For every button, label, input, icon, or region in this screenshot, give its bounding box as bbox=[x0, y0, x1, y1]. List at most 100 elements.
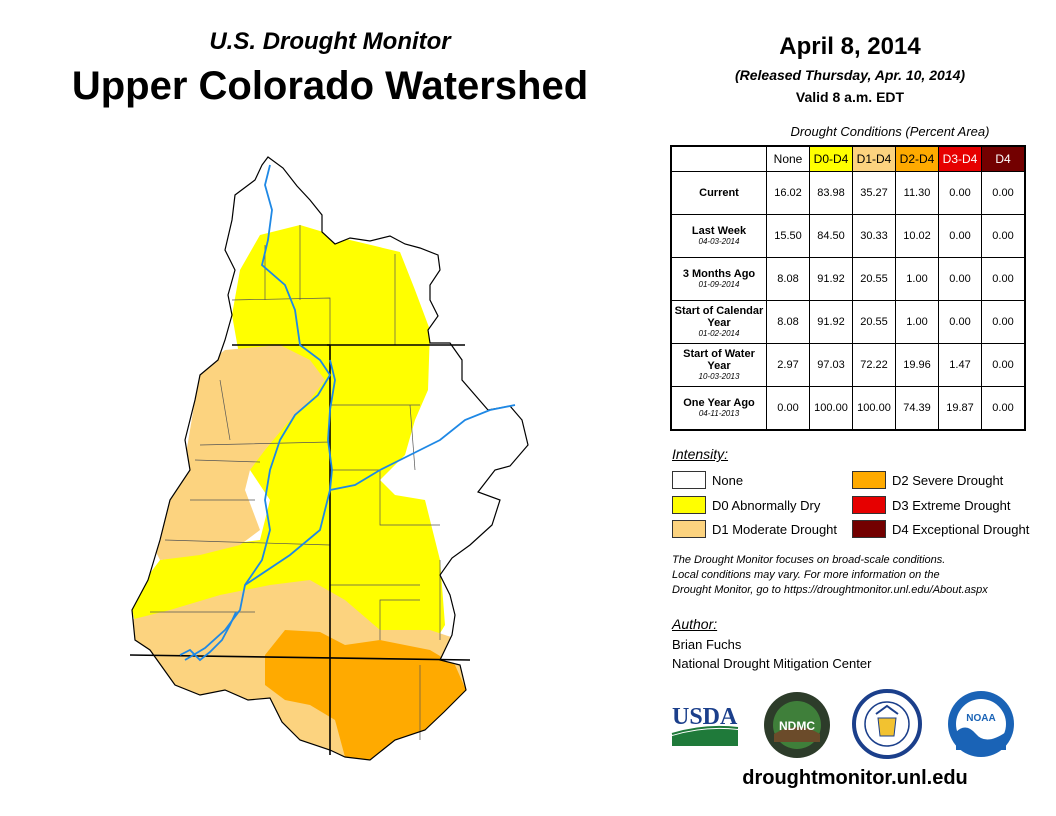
map-subtitle: U.S. Drought Monitor bbox=[209, 28, 451, 55]
legend-swatch bbox=[852, 471, 886, 489]
row-label-text: Last Week bbox=[691, 225, 747, 237]
table-cell: 20.55 bbox=[852, 257, 896, 301]
table-row: 3 Months Ago 01-09-2014 8.08 91.92 20.55 1.00… bbox=[670, 257, 1026, 301]
ndmc-logo-text: NDMC bbox=[779, 719, 815, 733]
row-date: 01-09-2014 bbox=[698, 280, 740, 289]
table-caption: Drought Conditions (Percent Area) bbox=[790, 124, 990, 139]
table-cell: 30.33 bbox=[852, 214, 896, 258]
table-cell: 1.00 bbox=[895, 257, 939, 301]
table-row: Last Week 04-03-2014 15.50 84.50 30.33 10.02 0… bbox=[670, 214, 1026, 258]
row-date: 01-02-2014 bbox=[698, 329, 740, 338]
notes: The Drought Monitor focuses on broad-sca… bbox=[672, 553, 1042, 598]
table-row: Start of Water Year 10-03-2013 2.97 97.03 72… bbox=[670, 343, 1026, 387]
header-blank bbox=[671, 146, 767, 172]
legend-title: Intensity: bbox=[672, 446, 729, 462]
table-header-row: None D0-D4 D1-D4 D2-D4 D3-D4 D4 bbox=[671, 145, 1026, 172]
col-header: D3-D4 bbox=[938, 145, 982, 172]
table-cell: 2.97 bbox=[766, 343, 810, 387]
table-cell: 8.08 bbox=[766, 300, 810, 344]
legend-swatch bbox=[672, 496, 706, 514]
table-cell: 0.00 bbox=[766, 386, 810, 431]
legend-label: D3 Extreme Drought bbox=[892, 497, 1011, 513]
noaa-logo-text: NOAA bbox=[966, 713, 995, 724]
table-cell: 100.00 bbox=[852, 386, 896, 431]
table-cell: 10.02 bbox=[895, 214, 939, 258]
row-date: 10-03-2013 bbox=[698, 372, 740, 381]
drought-conditions-table: None D0-D4 D1-D4 D2-D4 D3-D4 D4 Current 1… bbox=[670, 145, 1026, 431]
website-link[interactable]: droughtmonitor.unl.edu bbox=[742, 767, 968, 789]
legend-label: D1 Moderate Drought bbox=[712, 521, 838, 537]
ndmc-logo: NDMC bbox=[764, 692, 830, 758]
table-cell: 100.00 bbox=[809, 386, 853, 431]
table-cell: 0.00 bbox=[938, 214, 982, 258]
row-label: 3 Months Ago 01-09-2014 bbox=[670, 257, 767, 301]
row-label: One Year Ago 04-11-2013 bbox=[670, 386, 767, 431]
row-label: Last Week 04-03-2014 bbox=[670, 214, 767, 258]
col-header: D4 bbox=[981, 145, 1026, 172]
table-cell: 0.00 bbox=[981, 171, 1026, 215]
table-cell: 74.39 bbox=[895, 386, 939, 431]
legend-item: None bbox=[672, 471, 743, 489]
author-org: National Drought Mitigation Center bbox=[672, 656, 872, 671]
table-cell: 0.00 bbox=[981, 257, 1026, 301]
legend-label: D2 Severe Drought bbox=[892, 472, 1004, 488]
legend-swatch bbox=[852, 496, 886, 514]
usda-logo-text: USDA bbox=[672, 704, 738, 730]
table-cell: 19.96 bbox=[895, 343, 939, 387]
table-cell: 16.02 bbox=[766, 171, 810, 215]
table-cell: 91.92 bbox=[809, 257, 853, 301]
table-cell: 83.98 bbox=[809, 171, 853, 215]
table-row: Current 16.02 83.98 35.27 11.30 0.00 0.00 bbox=[670, 171, 1026, 215]
legend-label: D4 Exceptional Drought bbox=[892, 521, 1030, 537]
row-date: 04-03-2014 bbox=[698, 237, 740, 246]
table-cell: 0.00 bbox=[981, 300, 1026, 344]
table-cell: 11.30 bbox=[895, 171, 939, 215]
table-row: Start of Calendar Year 01-02-2014 8.08 91.9… bbox=[670, 300, 1026, 344]
table-cell: 20.55 bbox=[852, 300, 896, 344]
release-date: (Released Thursday, Apr. 10, 2014) bbox=[734, 67, 966, 83]
row-label: Start of Calendar Year 01-02-2014 bbox=[670, 300, 767, 344]
table-cell: 0.00 bbox=[981, 386, 1026, 431]
author-title: Author: bbox=[672, 616, 718, 632]
col-header: D1-D4 bbox=[852, 145, 896, 172]
table-cell: 72.22 bbox=[852, 343, 896, 387]
table-cell: 35.27 bbox=[852, 171, 896, 215]
table-cell: 1.00 bbox=[895, 300, 939, 344]
legend-label: None bbox=[712, 472, 744, 488]
legend-swatch bbox=[672, 471, 706, 489]
map-date: April 8, 2014 bbox=[779, 33, 921, 60]
map-title: Upper Colorado Watershed bbox=[71, 64, 589, 108]
table-cell: 19.87 bbox=[938, 386, 982, 431]
table-cell: 0.00 bbox=[981, 343, 1026, 387]
legend-item: D1 Moderate Drought bbox=[672, 520, 837, 538]
legend-item: D4 Exceptional Drought bbox=[852, 520, 1029, 538]
legend-label: D0 Abnormally Dry bbox=[712, 497, 821, 513]
drought-map bbox=[129, 156, 529, 761]
table-cell: 0.00 bbox=[938, 300, 982, 344]
noaa-logo: NOAA bbox=[948, 691, 1014, 757]
note-line: The Drought Monitor focuses on broad-sca… bbox=[672, 554, 946, 566]
col-header: D2-D4 bbox=[895, 145, 939, 172]
table-cell: 8.08 bbox=[766, 257, 810, 301]
note-line: Local conditions may vary. For more info… bbox=[672, 569, 940, 581]
row-label-text: One Year Ago bbox=[683, 397, 755, 409]
row-label-text: Current bbox=[699, 187, 739, 199]
table-cell: 0.00 bbox=[938, 171, 982, 215]
table-cell: 0.00 bbox=[938, 257, 982, 301]
author-name: Brian Fuchs bbox=[672, 637, 742, 652]
row-label-text: Start of Calendar Year bbox=[674, 305, 764, 329]
table-cell: 1.47 bbox=[938, 343, 982, 387]
row-label: Current bbox=[670, 171, 767, 215]
row-label-text: Start of Water Year bbox=[683, 348, 755, 372]
note-line: Drought Monitor, go to https://droughtmo… bbox=[672, 584, 988, 596]
table-cell: 91.92 bbox=[809, 300, 853, 344]
table-cell: 84.50 bbox=[809, 214, 853, 258]
usda-logo: USDA bbox=[671, 704, 739, 746]
row-label-text: 3 Months Ago bbox=[682, 268, 756, 280]
table-row: One Year Ago 04-11-2013 0.00 100.00 100.00 74… bbox=[670, 386, 1026, 431]
col-header: None bbox=[766, 145, 810, 172]
legend-item: D3 Extreme Drought bbox=[852, 496, 1011, 514]
table-cell: 15.50 bbox=[766, 214, 810, 258]
legend-swatch bbox=[672, 520, 706, 538]
table-cell: 0.00 bbox=[981, 214, 1026, 258]
